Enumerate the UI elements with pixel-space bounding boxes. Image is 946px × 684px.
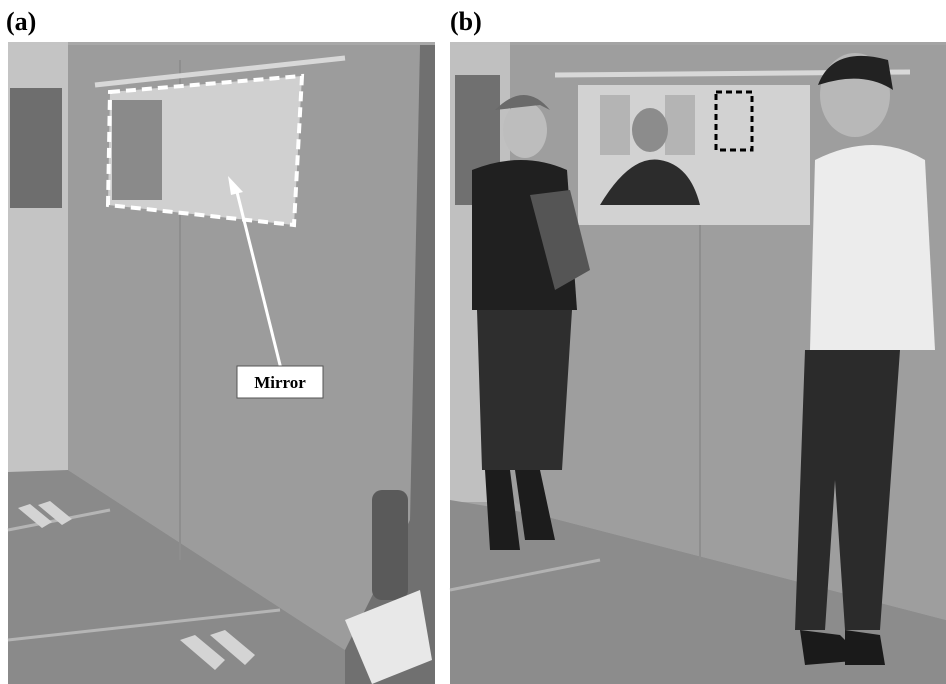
annotation: Mirror [254,373,306,392]
photo-a: Mirror [8,42,435,684]
figure: (a) (b) Mirror [0,0,946,684]
panel-label: (b) [450,7,482,36]
photo-b [450,42,946,684]
panel-label: (a) [6,7,36,36]
